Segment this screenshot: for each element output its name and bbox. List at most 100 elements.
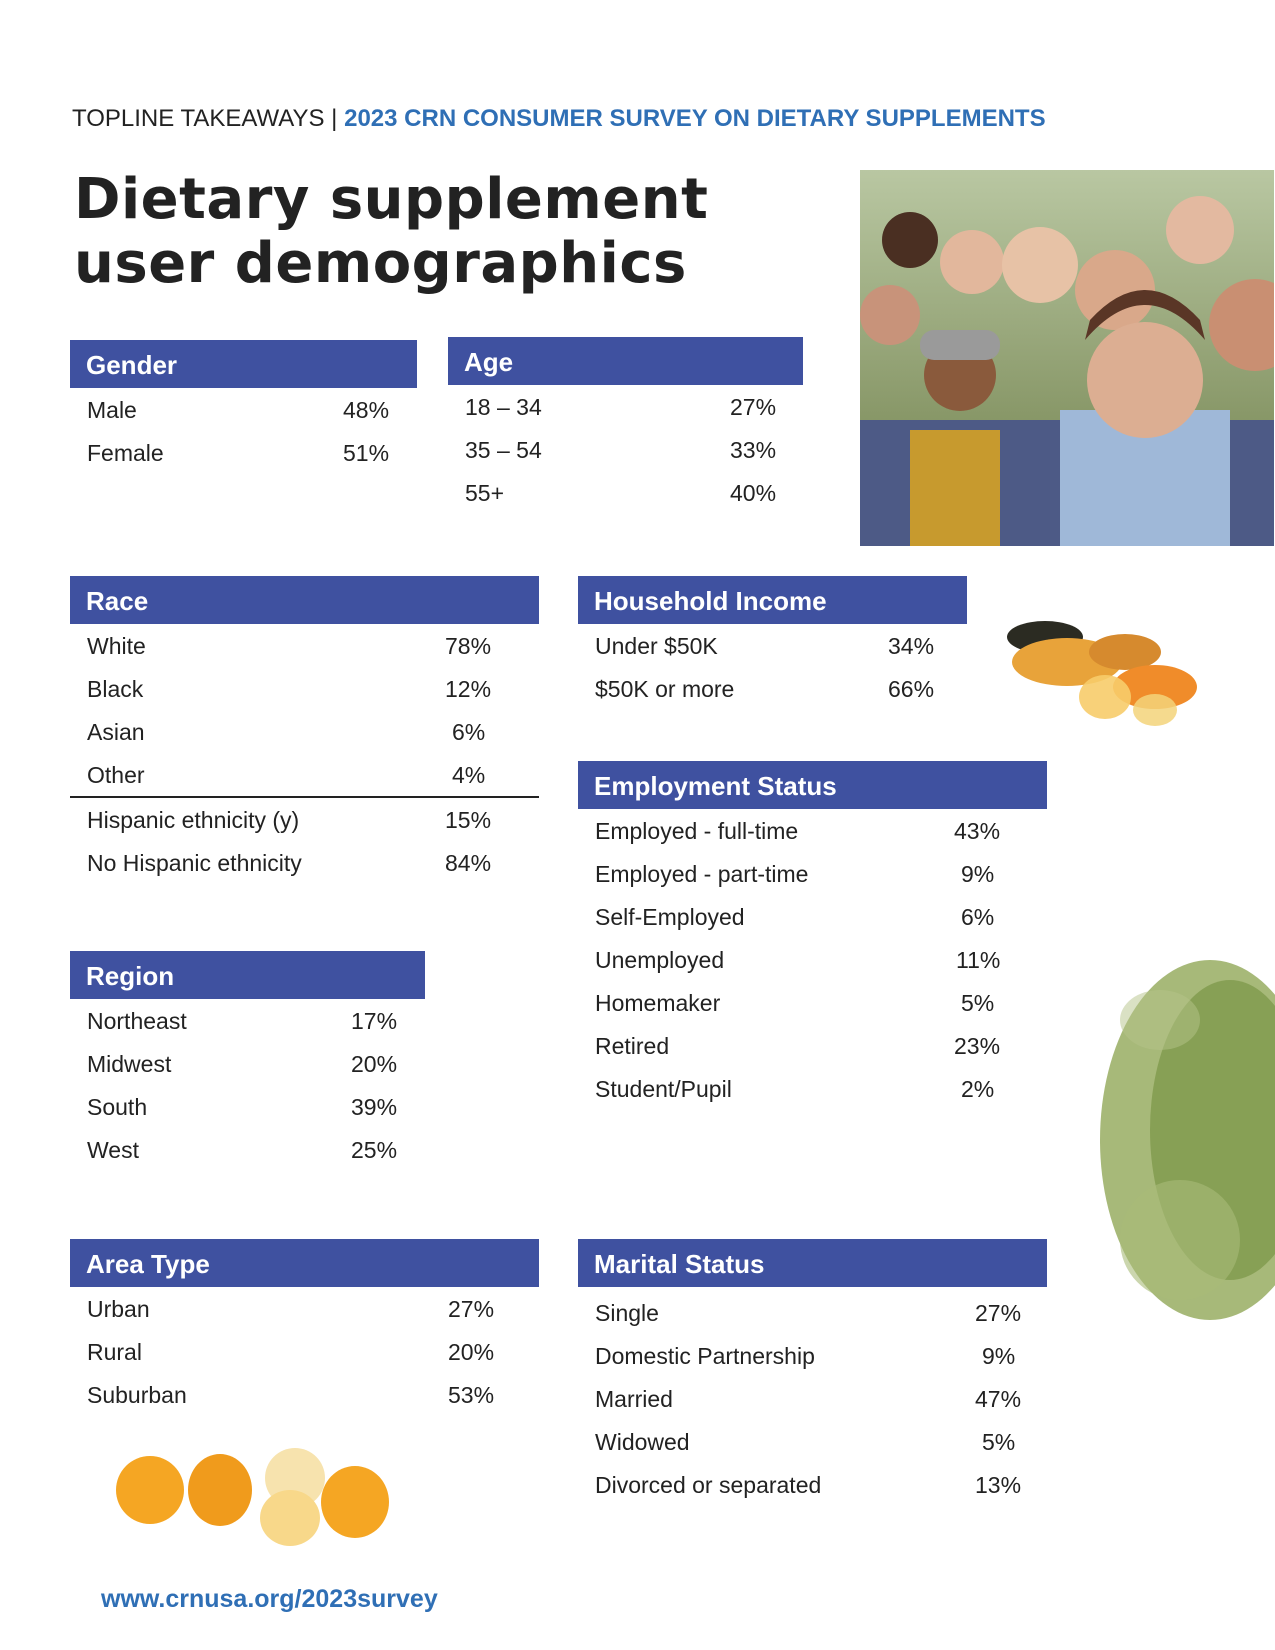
- row-label: Domestic Partnership: [595, 1343, 815, 1369]
- row-label: Single: [595, 1300, 659, 1326]
- row-label: Married: [595, 1386, 673, 1412]
- table-row: Divorced or separated 13%: [578, 1463, 1047, 1506]
- row-value: 33%: [730, 437, 777, 463]
- row-value: 15%: [445, 807, 492, 833]
- row-value: 40%: [730, 480, 777, 506]
- row-value: 12%: [445, 676, 492, 702]
- row-value: 27%: [975, 1300, 1022, 1326]
- row-label: Self-Employed: [595, 904, 745, 930]
- row-label: Hispanic ethnicity (y): [87, 807, 300, 833]
- eyebrow-prefix: TOPLINE TAKEAWAYS |: [72, 105, 338, 132]
- green-powder-image: [1060, 910, 1275, 1395]
- row-label: Employed - part-time: [595, 861, 809, 887]
- table-row: Domestic Partnership 9%: [578, 1334, 1047, 1377]
- table-row: Unemployed 11%: [578, 938, 1047, 981]
- row-value: 2%: [961, 1076, 995, 1102]
- table-row: Under $50K 34%: [578, 624, 967, 667]
- row-value: 23%: [954, 1033, 1001, 1059]
- row-value: 43%: [954, 818, 1001, 844]
- area-type-panel: Area Type Urban 27% Rural 20% Suburban 5…: [70, 1239, 539, 1416]
- row-label: Divorced or separated: [595, 1472, 822, 1498]
- row-label: 55+: [465, 480, 505, 506]
- eyebrow-survey-title: 2023 CRN CONSUMER SURVEY ON DIETARY SUPP…: [344, 105, 1046, 132]
- row-label: Under $50K: [595, 633, 718, 659]
- title-line-2: user demographics: [74, 231, 687, 296]
- row-value: 20%: [351, 1051, 398, 1077]
- row-label: $50K or more: [595, 676, 735, 702]
- table-row: Homemaker 5%: [578, 981, 1047, 1024]
- row-value: 27%: [448, 1296, 495, 1322]
- table-row: Student/Pupil 2%: [578, 1067, 1047, 1110]
- age-panel: Age 18 – 34 27% 35 – 54 33% 55+ 40%: [448, 337, 803, 514]
- table-row: Northeast 17%: [70, 999, 425, 1042]
- table-row: South 39%: [70, 1085, 425, 1128]
- supplement-pills-image: [1005, 612, 1205, 737]
- row-value: 17%: [351, 1008, 398, 1034]
- table-row: Rural 20%: [70, 1330, 539, 1373]
- row-label: Rural: [87, 1339, 142, 1365]
- gender-panel: Gender Male 48% Female 51%: [70, 340, 417, 474]
- row-value: 20%: [448, 1339, 495, 1365]
- row-value: 5%: [961, 990, 995, 1016]
- table-row: Male 48%: [70, 388, 417, 431]
- table-row: Self-Employed 6%: [578, 895, 1047, 938]
- table-row: Employed - part-time 9%: [578, 852, 1047, 895]
- row-value: 34%: [888, 633, 935, 659]
- table-row: Asian 6%: [70, 710, 539, 753]
- race-header: Race: [70, 576, 539, 624]
- row-value: 6%: [961, 904, 995, 930]
- row-value: 27%: [730, 394, 777, 420]
- row-value: 78%: [445, 633, 492, 659]
- marital-status-header: Marital Status: [578, 1239, 1047, 1287]
- row-label: Black: [87, 676, 144, 702]
- table-row: Black 12%: [70, 667, 539, 710]
- row-label: Employed - full-time: [595, 818, 799, 844]
- table-row: Hispanic ethnicity (y) 15%: [70, 798, 539, 841]
- title-line-1: Dietary supplement: [74, 167, 709, 232]
- row-label: White: [87, 633, 146, 659]
- row-value: 66%: [888, 676, 935, 702]
- region-header: Region: [70, 951, 425, 999]
- row-label: Other: [87, 762, 145, 788]
- row-value: 47%: [975, 1386, 1022, 1412]
- group-photo: [860, 170, 1274, 546]
- row-value: 25%: [351, 1137, 398, 1163]
- row-label: Retired: [595, 1033, 670, 1059]
- row-label: Northeast: [87, 1008, 187, 1034]
- table-row: Suburban 53%: [70, 1373, 539, 1416]
- table-row: No Hispanic ethnicity 84%: [70, 841, 539, 884]
- region-panel: Region Northeast 17% Midwest 20% South 3…: [70, 951, 425, 1171]
- table-row: Midwest 20%: [70, 1042, 425, 1085]
- income-panel: Household Income Under $50K 34% $50K or …: [578, 576, 967, 710]
- survey-url-link[interactable]: www.crnusa.org/2023survey: [101, 1585, 438, 1613]
- income-header: Household Income: [578, 576, 967, 624]
- row-label: Student/Pupil: [595, 1076, 732, 1102]
- row-label: South: [87, 1094, 148, 1120]
- row-value: 9%: [961, 861, 995, 887]
- row-value: 39%: [351, 1094, 398, 1120]
- table-row: Retired 23%: [578, 1024, 1047, 1067]
- row-label: Male: [87, 397, 137, 423]
- row-value: 84%: [445, 850, 492, 876]
- row-label: Widowed: [595, 1429, 690, 1455]
- row-label: No Hispanic ethnicity: [87, 850, 302, 876]
- row-value: 51%: [343, 440, 390, 466]
- row-label: Female: [87, 440, 164, 466]
- table-row: Employed - full-time 43%: [578, 809, 1047, 852]
- table-row: White 78%: [70, 624, 539, 667]
- page-title: Dietary supplement user demographics: [74, 168, 708, 296]
- table-row: Widowed 5%: [578, 1420, 1047, 1463]
- row-value: 13%: [975, 1472, 1022, 1498]
- row-value: 48%: [343, 397, 390, 423]
- row-value: 4%: [452, 762, 486, 788]
- table-row: 55+ 40%: [448, 471, 803, 514]
- table-row: Urban 27%: [70, 1287, 539, 1330]
- row-label: Homemaker: [595, 990, 721, 1016]
- race-panel: Race White 78% Black 12% Asian 6% Other …: [70, 576, 539, 884]
- row-label: 35 – 54: [465, 437, 542, 463]
- table-row: Other 4%: [70, 753, 539, 796]
- row-value: 5%: [982, 1429, 1016, 1455]
- row-label: Midwest: [87, 1051, 172, 1077]
- row-label: Asian: [87, 719, 145, 745]
- row-value: 6%: [452, 719, 486, 745]
